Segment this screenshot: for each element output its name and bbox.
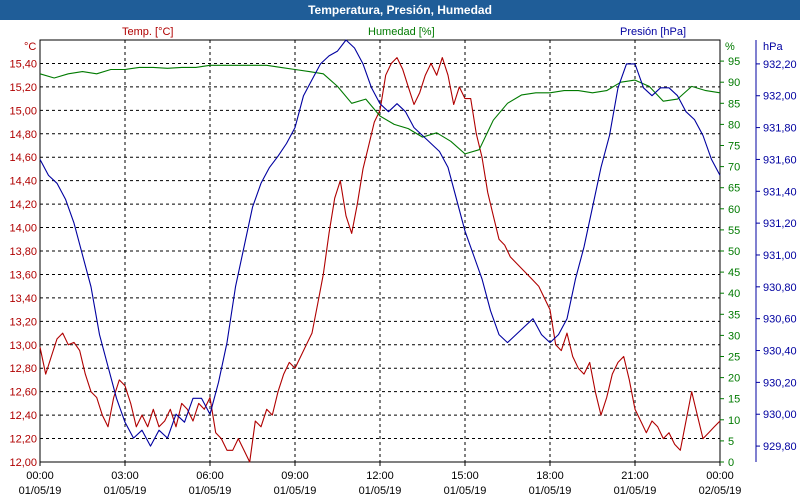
- pressure-tick-label: 930,80: [763, 282, 797, 294]
- temp-tick-label: 15,20: [9, 82, 37, 94]
- x-tick-date: 01/05/19: [444, 485, 487, 497]
- temp-tick-label: 14,40: [9, 176, 37, 188]
- temp-tick-label: 12,60: [9, 387, 37, 399]
- pressure-tick-label: 930,20: [763, 377, 797, 389]
- humidity-tick-label: 45: [728, 267, 740, 279]
- chart-title: Temperatura, Presión, Humedad: [0, 0, 800, 20]
- pressure-tick-label: 931,60: [763, 154, 797, 166]
- x-tick-time: 12:00: [366, 470, 394, 482]
- temperature-line: [39, 57, 721, 463]
- humidity-tick-label: 5: [728, 436, 734, 448]
- pressure-tick-label: 929,80: [763, 441, 797, 453]
- humidity-tick-label: 15: [728, 394, 740, 406]
- temp-tick-label: 12,80: [9, 363, 37, 375]
- humidity-tick-label: 50: [728, 246, 740, 258]
- x-tick-time: 18:00: [536, 470, 564, 482]
- x-tick-date: 01/05/19: [614, 485, 657, 497]
- pressure-tick-label: 931,80: [763, 123, 797, 135]
- x-tick-date: 01/05/19: [189, 485, 232, 497]
- humidity-tick-label: 90: [728, 77, 740, 89]
- humidity-tick-label: 10: [728, 415, 740, 427]
- humidity-tick-label: 30: [728, 330, 740, 342]
- humidity-axis-unit: %: [725, 41, 735, 53]
- x-tick-time: 21:00: [621, 470, 649, 482]
- temp-tick-label: 13,00: [9, 340, 37, 352]
- pressure-tick-label: 931,40: [763, 186, 797, 198]
- grid: [40, 40, 720, 463]
- humidity-tick-label: 40: [728, 288, 740, 300]
- humidity-tick-label: 70: [728, 162, 740, 174]
- humidity-tick-label: 55: [728, 225, 740, 237]
- humidity-tick-label: 25: [728, 352, 740, 364]
- x-tick-time: 00:00: [26, 470, 54, 482]
- x-tick-date: 01/05/19: [359, 485, 402, 497]
- humidity-tick-label: 60: [728, 204, 740, 216]
- x-tick-time: 06:00: [196, 470, 224, 482]
- x-tick-date: 01/05/19: [104, 485, 147, 497]
- temp-tick-label: 14,20: [9, 199, 37, 211]
- pressure-tick-label: 932,00: [763, 91, 797, 103]
- x-tick-date: 01/05/19: [529, 485, 572, 497]
- temp-tick-label: 14,80: [9, 129, 37, 141]
- temp-tick-label: 13,80: [9, 246, 37, 258]
- pressure-tick-label: 930,40: [763, 346, 797, 358]
- x-tick-time: 09:00: [281, 470, 309, 482]
- x-tick-date: 01/05/19: [274, 485, 317, 497]
- temp-tick-label: 15,00: [9, 105, 37, 117]
- temp-tick-label: 12,40: [9, 410, 37, 422]
- x-tick-time: 15:00: [451, 470, 479, 482]
- axes: 00:00 01/05/19 03:00 01/05/19 06:00 01/05/19 0…: [9, 40, 797, 497]
- temp-axis-label: Temp. [°C]: [122, 26, 173, 38]
- pressure-tick-label: 930,00: [763, 409, 797, 421]
- x-tick-time: 03:00: [111, 470, 139, 482]
- temp-tick-label: 13,40: [9, 293, 37, 305]
- temp-tick-label: 15,40: [9, 58, 37, 70]
- pressure-tick-label: 931,20: [763, 218, 797, 230]
- temp-axis-unit: °C: [24, 41, 36, 53]
- chart-canvas: 00:00 01/05/19 03:00 01/05/19 06:00 01/05/19 0…: [9, 26, 797, 497]
- temp-tick-label: 14,60: [9, 152, 37, 164]
- humidity-tick-label: 20: [728, 373, 740, 385]
- pressure-axis-unit: hPa: [763, 41, 783, 53]
- pressure-tick-label: 932,20: [763, 59, 797, 71]
- x-tick-date: 01/05/19: [19, 485, 62, 497]
- humidity-tick-label: 35: [728, 309, 740, 321]
- humidity-axis-label: Humedad [%]: [368, 26, 435, 38]
- temp-tick-label: 13,60: [9, 269, 37, 281]
- x-tick-time: 00:00: [706, 470, 734, 482]
- pressure-tick-label: 930,60: [763, 314, 797, 326]
- humidity-line: [39, 64, 721, 155]
- temp-tick-label: 12,20: [9, 434, 37, 446]
- x-tick-date: 02/05/19: [699, 485, 742, 497]
- humidity-tick-label: 95: [728, 56, 740, 68]
- series-lines: [39, 39, 721, 463]
- humidity-tick-label: 85: [728, 98, 740, 110]
- humidity-tick-label: 0: [728, 457, 734, 469]
- temp-tick-label: 13,20: [9, 316, 37, 328]
- temp-tick-label: 14,00: [9, 223, 37, 235]
- pressure-tick-label: 931,00: [763, 250, 797, 262]
- pressure-line: [39, 39, 721, 447]
- humidity-tick-label: 80: [728, 119, 740, 131]
- humidity-tick-label: 65: [728, 183, 740, 195]
- pressure-axis-label: Presión [hPa]: [620, 26, 686, 38]
- humidity-tick-label: 75: [728, 141, 740, 153]
- temp-tick-label: 12,00: [9, 457, 37, 469]
